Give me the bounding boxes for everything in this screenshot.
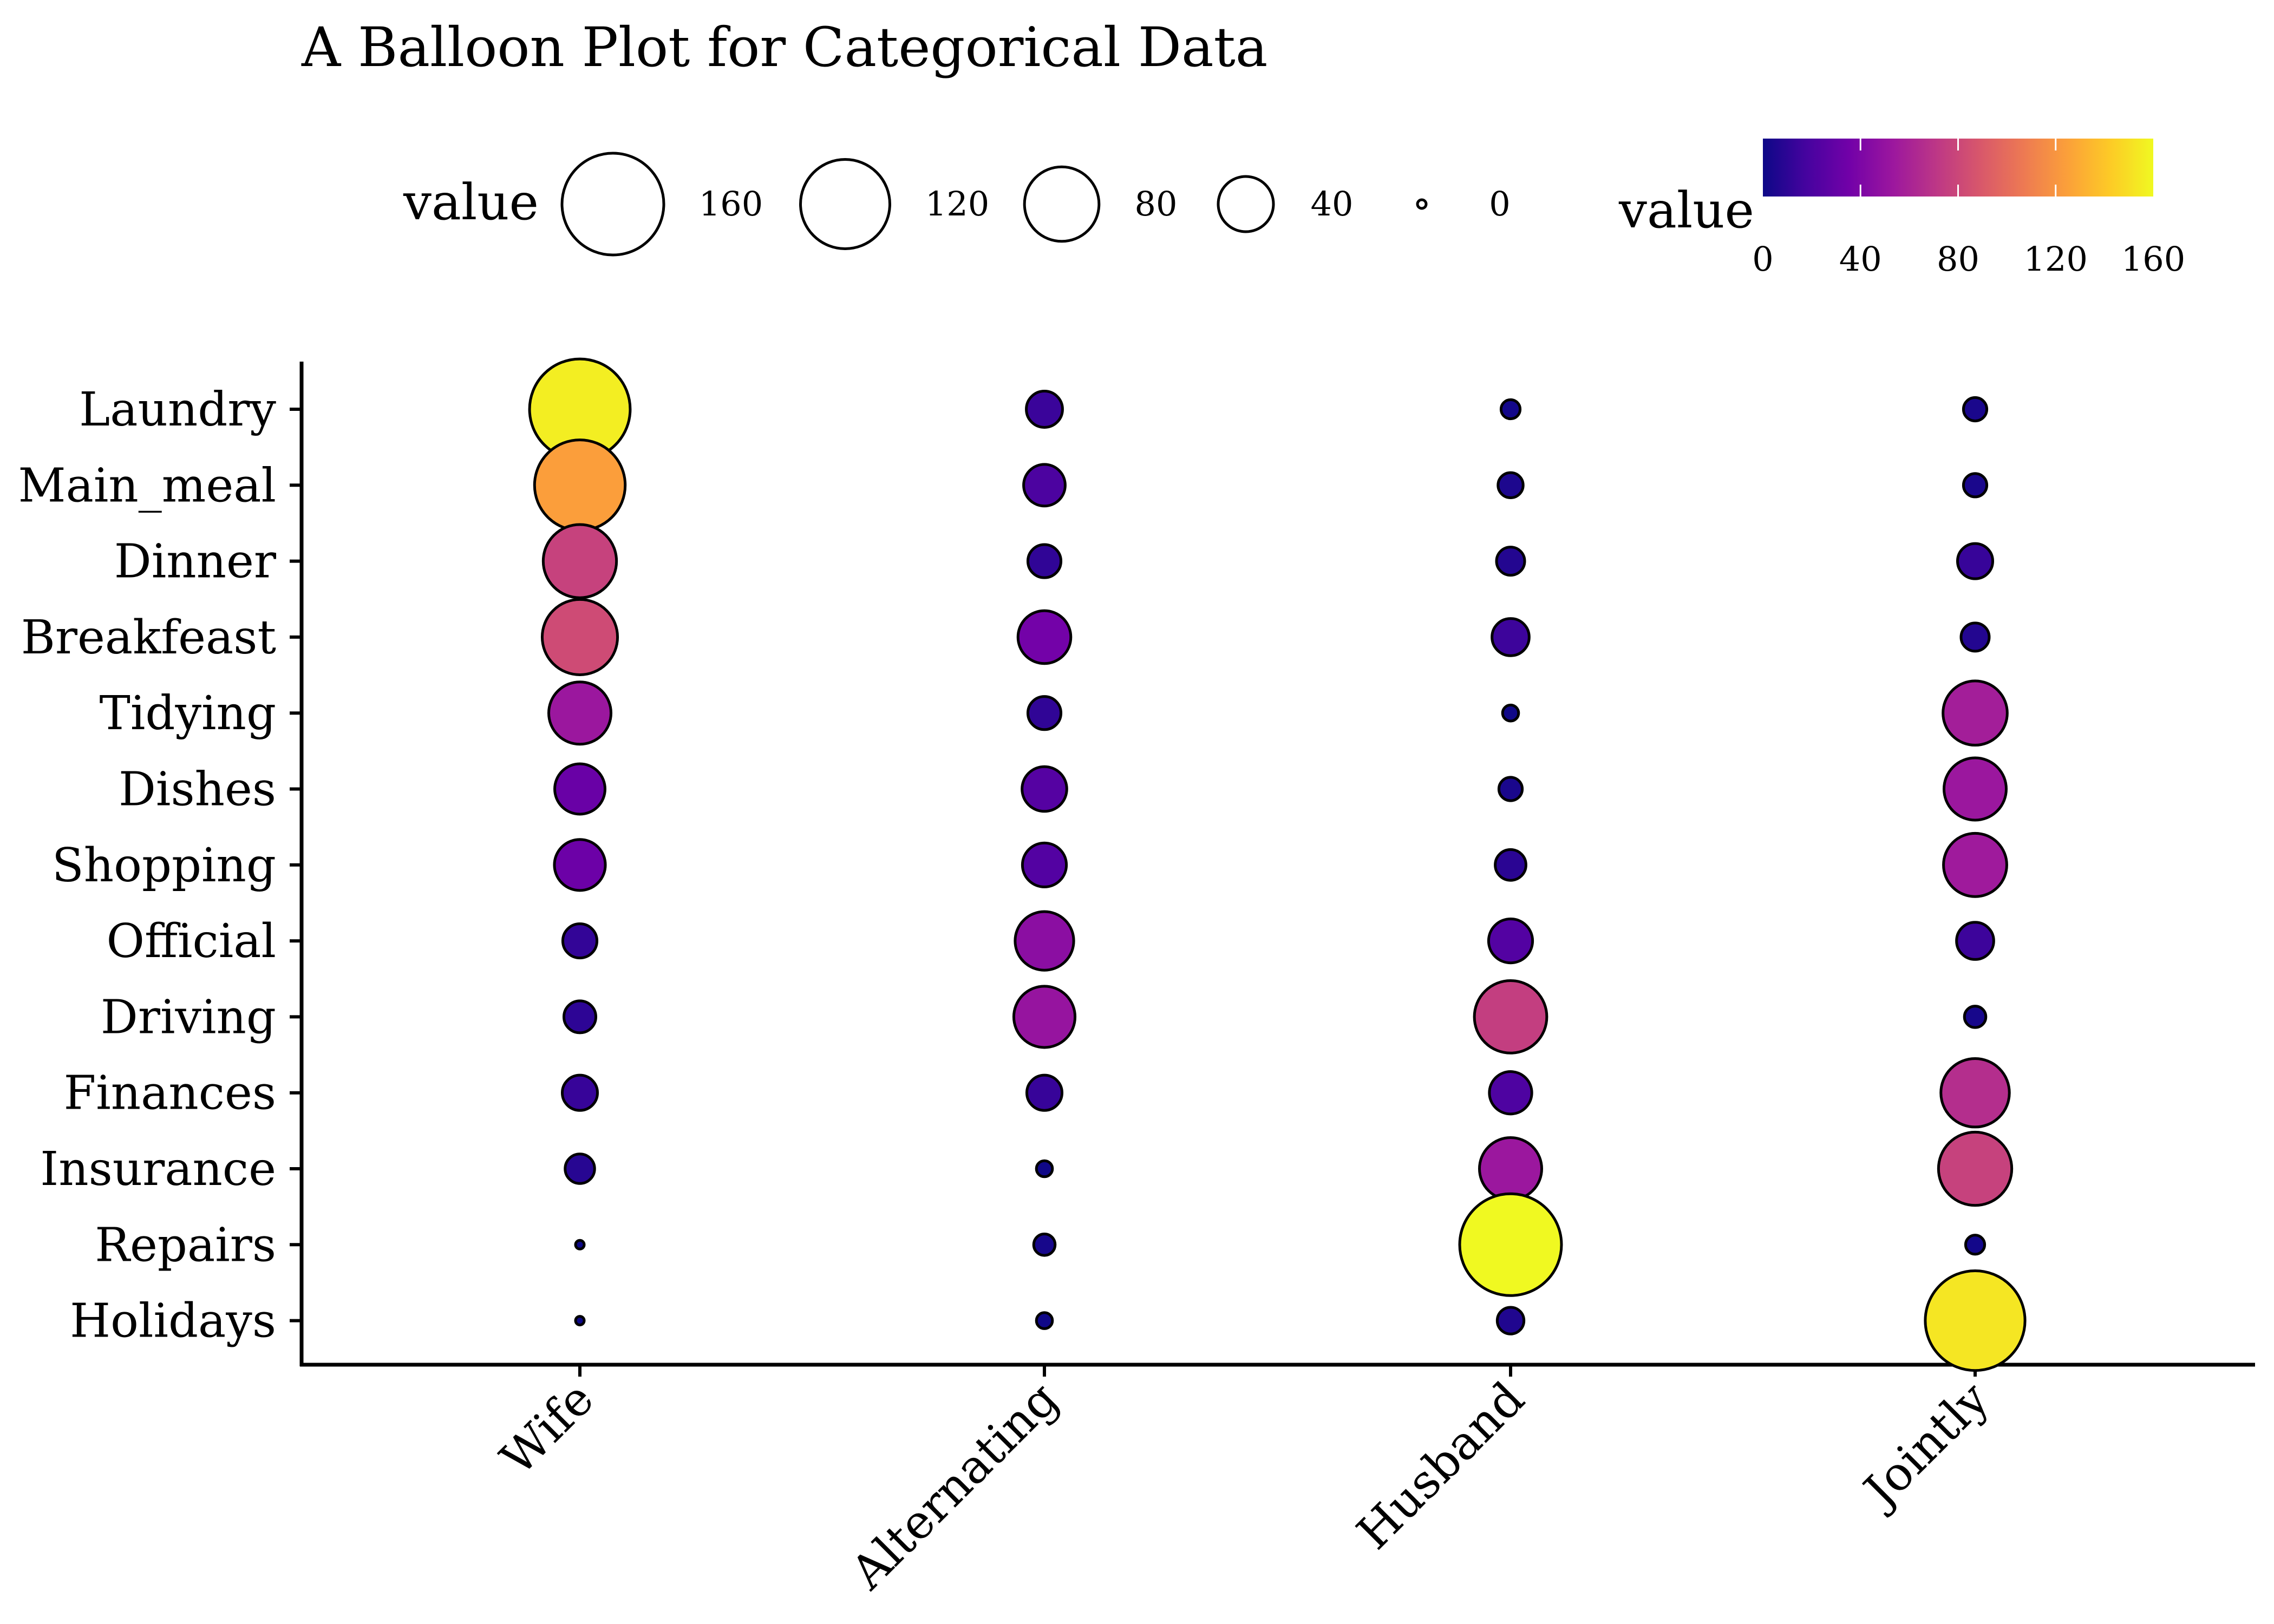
balloon-finances-alternating (1025, 1073, 1064, 1112)
balloon-tidying-alternating (1026, 695, 1063, 731)
size-legend: value 160 120 80 40 0 (403, 152, 1511, 257)
x-tick-label: Alternating (840, 1372, 1069, 1600)
size-legend-label: 80 (1135, 184, 1178, 224)
balloon-insurance-husband (1478, 1136, 1543, 1201)
x-tick-label: Wife (491, 1372, 604, 1485)
balloon-laundry-jointly (1962, 396, 1989, 423)
balloon-main_meal-jointly (1962, 472, 1989, 499)
y-tick-label: Tidying (100, 686, 276, 741)
balloon-holidays-husband (1495, 1306, 1526, 1335)
size-legend-label: 120 (925, 184, 989, 224)
balloon-official-alternating (1014, 910, 1075, 972)
balloon-driving-jointly (1963, 1005, 1988, 1029)
y-tick-label: Dinner (114, 535, 277, 589)
balloon-main_meal-alternating (1022, 463, 1067, 508)
colorbar-tick-label: 80 (1937, 239, 1979, 279)
balloon-official-jointly (1955, 921, 1995, 961)
balloon-shopping-wife (553, 838, 607, 892)
balloon-insurance-alternating (1035, 1159, 1054, 1178)
y-tick-label: Shopping (52, 839, 276, 893)
size-legend-key (560, 152, 665, 257)
balloon-holidays-jointly (1924, 1269, 2027, 1372)
balloon-official-wife (561, 922, 599, 960)
colorbar-tick-label: 40 (1839, 239, 1882, 279)
balloon-repairs-jointly (1964, 1234, 1987, 1256)
balloon-official-husband (1487, 917, 1534, 965)
y-tick-label: Driving (101, 990, 276, 1044)
y-tick-label: Laundry (79, 383, 276, 437)
balloon-dishes-alternating (1021, 765, 1068, 813)
balloon-breakfeast-wife (540, 598, 619, 676)
balloon-dinner-husband (1495, 546, 1526, 577)
balloon-finances-wife (560, 1073, 599, 1112)
balloon-repairs-husband (1458, 1192, 1563, 1297)
color-legend-title: value (1618, 181, 1754, 239)
balloon-shopping-husband (1494, 848, 1527, 882)
x-tick-label: Husband (1347, 1372, 1534, 1560)
balloon-repairs-alternating (1032, 1233, 1057, 1257)
size-legend-label: 0 (1489, 184, 1510, 224)
chart-title: A Balloon Plot for Categorical Data (301, 16, 1267, 79)
balloon-repairs-wife (574, 1239, 586, 1250)
balloon-dishes-jointly (1943, 756, 2008, 822)
balloon-dishes-husband (1497, 776, 1524, 802)
y-tick-label: Repairs (95, 1218, 276, 1272)
balloon-holidays-wife (574, 1315, 586, 1327)
y-tick-label: Holidays (70, 1294, 276, 1348)
balloon-laundry-alternating (1025, 390, 1064, 429)
balloon-dinner-wife (541, 523, 618, 599)
balloon-shopping-jointly (1942, 831, 2008, 898)
size-legend-key (1217, 175, 1275, 233)
balloon-breakfeast-jointly (1959, 621, 1991, 653)
balloon-dinner-alternating (1026, 543, 1063, 579)
balloon-tidying-wife (547, 680, 612, 746)
size-legend-label: 40 (1311, 184, 1354, 224)
colorbar-tick-label: 160 (2121, 239, 2185, 279)
y-tick-label: Official (106, 914, 276, 968)
size-legend-key (1023, 165, 1101, 243)
balloon-dinner-jointly (1956, 542, 1995, 580)
balloon-driving-alternating (1012, 985, 1077, 1049)
y-tick-label: Finances (64, 1066, 276, 1121)
balloon-breakfeast-alternating (1016, 609, 1073, 665)
balloon-insurance-wife (564, 1152, 596, 1185)
balloon-insurance-jointly (1937, 1130, 2014, 1207)
balloon-tidying-jointly (1942, 679, 2009, 747)
balloon-breakfeast-husband (1491, 617, 1531, 657)
colorbar-tick-label: 120 (2024, 239, 2088, 279)
y-tick-label: Main_meal (18, 459, 276, 513)
x-tick-label: Jointly (1851, 1372, 2000, 1521)
balloon-main_meal-wife (533, 438, 627, 532)
balloon-finances-jointly (1939, 1057, 2011, 1129)
size-legend-key (799, 158, 891, 250)
balloon-driving-wife (563, 999, 597, 1034)
plot-area: Laundry Main_meal Dinner Breakfeast Tidying D… (18, 357, 2255, 1600)
balloon-main_meal-husband (1497, 471, 1525, 500)
y-tick-label: Breakfeast (21, 611, 276, 665)
y-tick-label: Insurance (40, 1142, 276, 1196)
y-tick-label: Dishes (119, 763, 276, 817)
balloon-laundry-husband (1499, 398, 1522, 421)
color-legend: value 0 40 80 120 160 (1618, 139, 2185, 279)
balloon-finances-husband (1488, 1070, 1533, 1116)
size-legend-label: 160 (699, 184, 763, 224)
size-legend-key (1416, 198, 1428, 210)
balloon-shopping-alternating (1021, 841, 1068, 888)
colorbar-tick-label: 0 (1752, 239, 1773, 279)
balloon-tidying-husband (1501, 703, 1520, 723)
balloon-dishes-wife (553, 762, 606, 816)
size-legend-title: value (403, 173, 539, 231)
balloon-holidays-alternating (1035, 1311, 1054, 1330)
balloon-driving-husband (1473, 979, 1548, 1055)
